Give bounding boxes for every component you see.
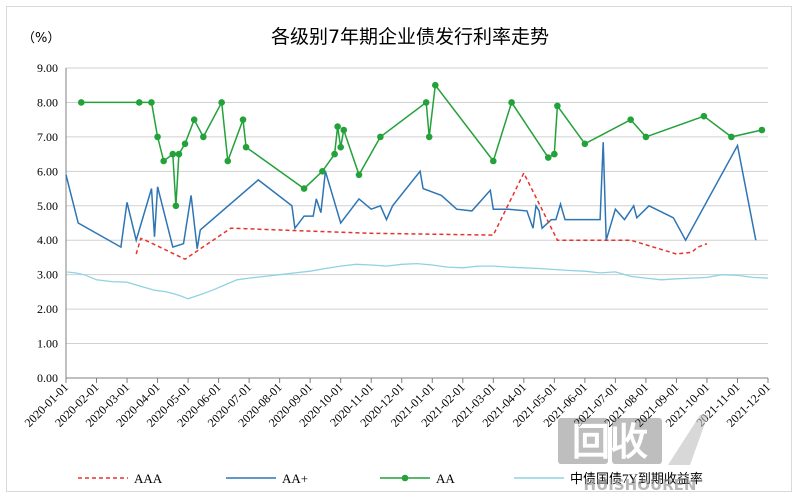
- data-point: [181, 140, 189, 148]
- data-point: [490, 157, 497, 165]
- series-line-AAA: [135, 171, 708, 261]
- y-tick-label: 0.00: [37, 371, 58, 385]
- data-point: [627, 116, 634, 123]
- series-line-AA+: [65, 142, 757, 249]
- data-point: [551, 150, 558, 158]
- data-point: [77, 99, 85, 106]
- data-point: [508, 99, 515, 106]
- series-line-中债国债7Y到期收益率: [65, 262, 769, 300]
- data-point: [355, 171, 363, 179]
- unit-label: （%）: [22, 31, 60, 46]
- y-tick-label: 6.00: [37, 164, 58, 178]
- data-point: [160, 157, 167, 165]
- data-point: [700, 112, 708, 120]
- data-point: [239, 116, 247, 123]
- data-point: [337, 143, 344, 151]
- legend-label: AA+: [282, 471, 308, 486]
- data-point: [581, 140, 589, 148]
- data-point: [340, 126, 348, 134]
- data-point: [300, 185, 308, 192]
- data-point: [218, 99, 225, 106]
- data-point: [148, 99, 155, 106]
- watermark-logo: 回收 HUISHOUREN: [558, 415, 708, 494]
- y-tick-label: 5.00: [37, 199, 58, 213]
- axes: [65, 68, 769, 383]
- data-point: [224, 157, 232, 165]
- y-tick-label: 1.00: [37, 337, 58, 351]
- series-group: [65, 81, 769, 300]
- data-point: [758, 126, 766, 134]
- data-point: [200, 133, 207, 141]
- legend-label: AA: [436, 471, 455, 486]
- data-point: [154, 133, 161, 141]
- legend: AAA AA+ AA 中债国债7Y到期收益率: [78, 471, 703, 486]
- data-point: [728, 133, 735, 141]
- data-point: [334, 123, 341, 130]
- y-tick-label: 7.00: [37, 130, 58, 144]
- legend-label: 中债国债7Y到期收益率: [570, 471, 703, 486]
- data-point: [175, 150, 183, 158]
- grid-lines: [66, 67, 768, 379]
- watermark-text: 回收: [572, 420, 648, 464]
- watermark-subtext: HUISHOUREN: [584, 476, 697, 494]
- data-point: [331, 150, 338, 158]
- y-tick-label: 4.00: [37, 233, 58, 247]
- data-point: [642, 133, 650, 141]
- data-point: [172, 202, 180, 210]
- y-tick-label: 2.00: [37, 302, 58, 316]
- data-point: [554, 102, 561, 110]
- legend-marker: [401, 474, 409, 482]
- y-tick-label: 3.00: [37, 268, 58, 282]
- y-tick-label: 9.00: [37, 61, 58, 75]
- y-tick-label: 8.00: [37, 95, 58, 109]
- y-tick-labels: 0.00 1.00 2.00 3.00 4.00 5.00 6.00 7.00 8.00 9.00: [37, 61, 58, 385]
- data-point: [169, 150, 177, 158]
- legend-label: AAA: [134, 471, 163, 486]
- data-point: [432, 81, 439, 89]
- data-point: [422, 99, 430, 106]
- data-point: [425, 133, 433, 141]
- data-point: [242, 143, 250, 151]
- data-point: [190, 116, 198, 123]
- data-point: [319, 168, 326, 175]
- data-point: [135, 99, 143, 106]
- data-point: [544, 154, 552, 161]
- chart-title: 各级别7年期企业债发行利率走势: [271, 26, 549, 48]
- data-point: [377, 133, 384, 141]
